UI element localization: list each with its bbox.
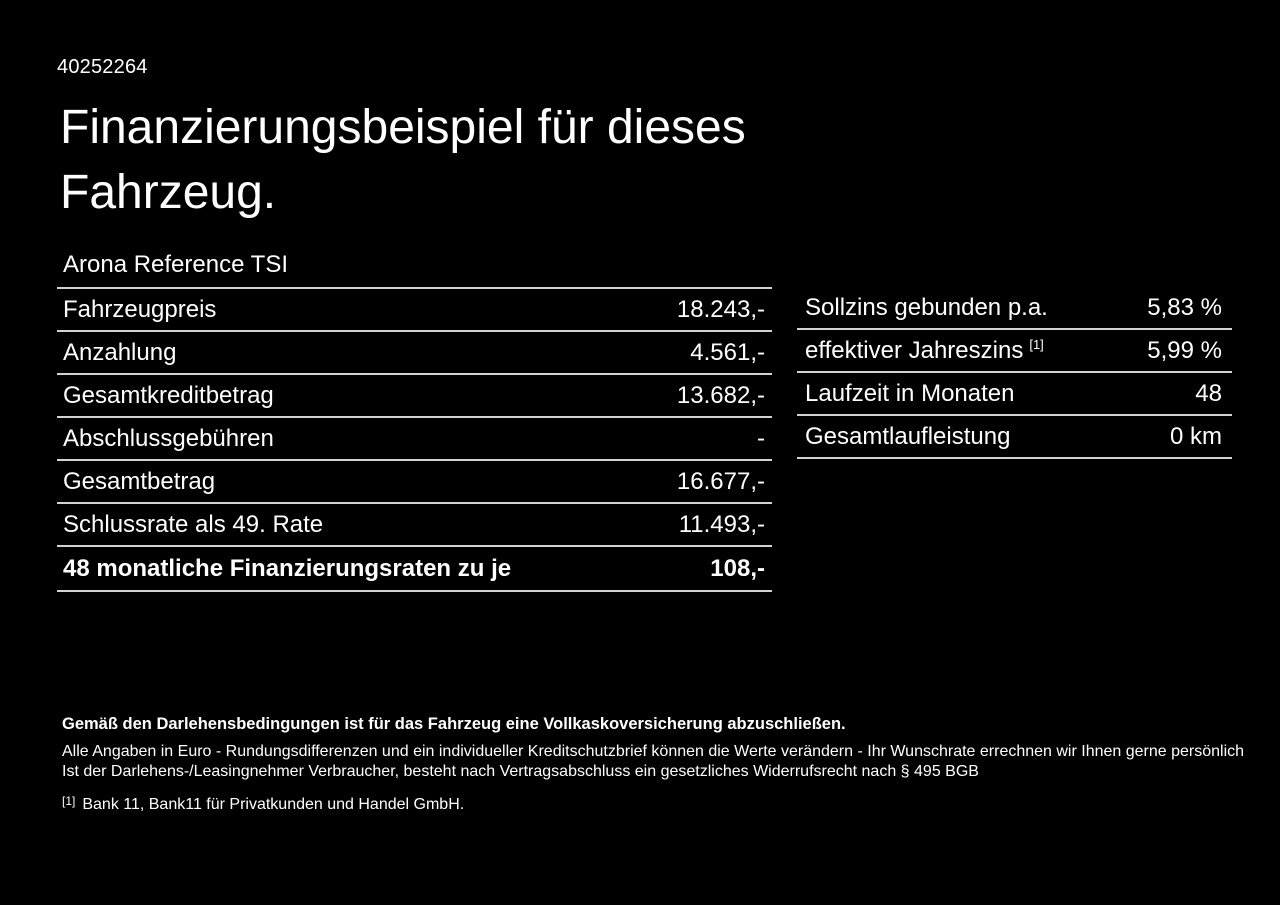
legal-notes: Gemäß den Darlehensbedingungen ist für d… [62,714,1244,815]
table-row-anzahlung: Anzahlung 4.561,- [57,332,772,375]
table-row-fahrzeugpreis: Fahrzeugpreis 18.243,- [57,289,772,332]
bank-footnote: [1] Bank 11, Bank11 für Privatkunden und … [62,791,1244,815]
row-label: Gesamtbetrag [63,467,216,495]
table-row-laufzeit: Laufzeit in Monaten 48 [797,373,1232,416]
bank-footnote-text: Bank 11, Bank11 für Privatkunden und Han… [82,796,465,813]
row-value: - [757,424,765,452]
row-label: Sollzins gebunden p.a. [805,293,1048,321]
row-value: 13.682,- [676,381,765,409]
disclaimer-note: Alle Angaben in Euro - Rundungsdifferenz… [62,743,1245,760]
page-title-line1: Finanzierungsbeispiel für dieses [60,101,746,154]
row-label: Gesamtkreditbetrag [63,381,274,409]
table-row-monatsrate: 48 monatliche Finanzierungsraten zu je 1… [57,547,772,592]
financing-details-table: Fahrzeugpreis 18.243,- Anzahlung 4.561,-… [57,287,772,592]
insurance-note: Gemäß den Darlehensbedingungen ist für d… [62,715,846,733]
row-value: 16.677,- [676,467,765,495]
row-label: Abschlussgebühren [63,424,274,452]
row-label: Fahrzeugpreis [63,295,217,323]
row-label: 48 monatliche Finanzierungsraten zu je [63,554,512,582]
table-row-effektiver-jahreszins: effektiver Jahreszins [1] 5,99 % [797,330,1232,373]
row-label: effektiver Jahreszins [1] [805,337,1044,365]
conditions-table: Sollzins gebunden p.a. 5,83 % effektiver… [797,287,1232,459]
table-row-gesamtlaufleistung: Gesamtlaufleistung 0 km [797,416,1232,459]
row-value: 5,83 % [1147,293,1222,321]
row-label: Gesamtlaufleistung [805,422,1011,450]
row-value: 108,- [710,554,765,582]
vehicle-name: Arona Reference TSI [63,251,289,278]
footnote-reference: [1] [1029,336,1044,352]
row-value: 11.493,- [678,510,765,538]
row-value: 48 [1195,379,1222,407]
row-value: 4.561,- [690,338,765,366]
table-row-gesamtbetrag: Gesamtbetrag 16.677,- [57,461,772,504]
withdrawal-note: Ist der Darlehens-/Leasingnehmer Verbrau… [62,763,979,780]
row-value: 18.243,- [676,295,765,323]
page-title: Finanzierungsbeispiel für dieses Fahrzeug… [60,95,746,225]
row-label: Schlussrate als 49. Rate [63,510,324,538]
listing-id: 40252264 [57,56,148,78]
row-label: Anzahlung [63,338,177,366]
table-row-sollzins: Sollzins gebunden p.a. 5,83 % [797,287,1232,330]
row-value: 0 km [1169,422,1222,450]
table-row-gesamtkreditbetrag: Gesamtkreditbetrag 13.682,- [57,375,772,418]
row-label-text: effektiver Jahreszins [805,336,1024,364]
footnote-marker: [1] [62,794,76,808]
row-label: Laufzeit in Monaten [805,379,1015,407]
table-row-schlussrate: Schlussrate als 49. Rate 11.493,- [57,504,772,547]
table-row-abschlussgebuehren: Abschlussgebühren - [57,418,772,461]
page-title-line2: Fahrzeug. [60,166,277,219]
row-value: 5,99 % [1147,336,1222,364]
